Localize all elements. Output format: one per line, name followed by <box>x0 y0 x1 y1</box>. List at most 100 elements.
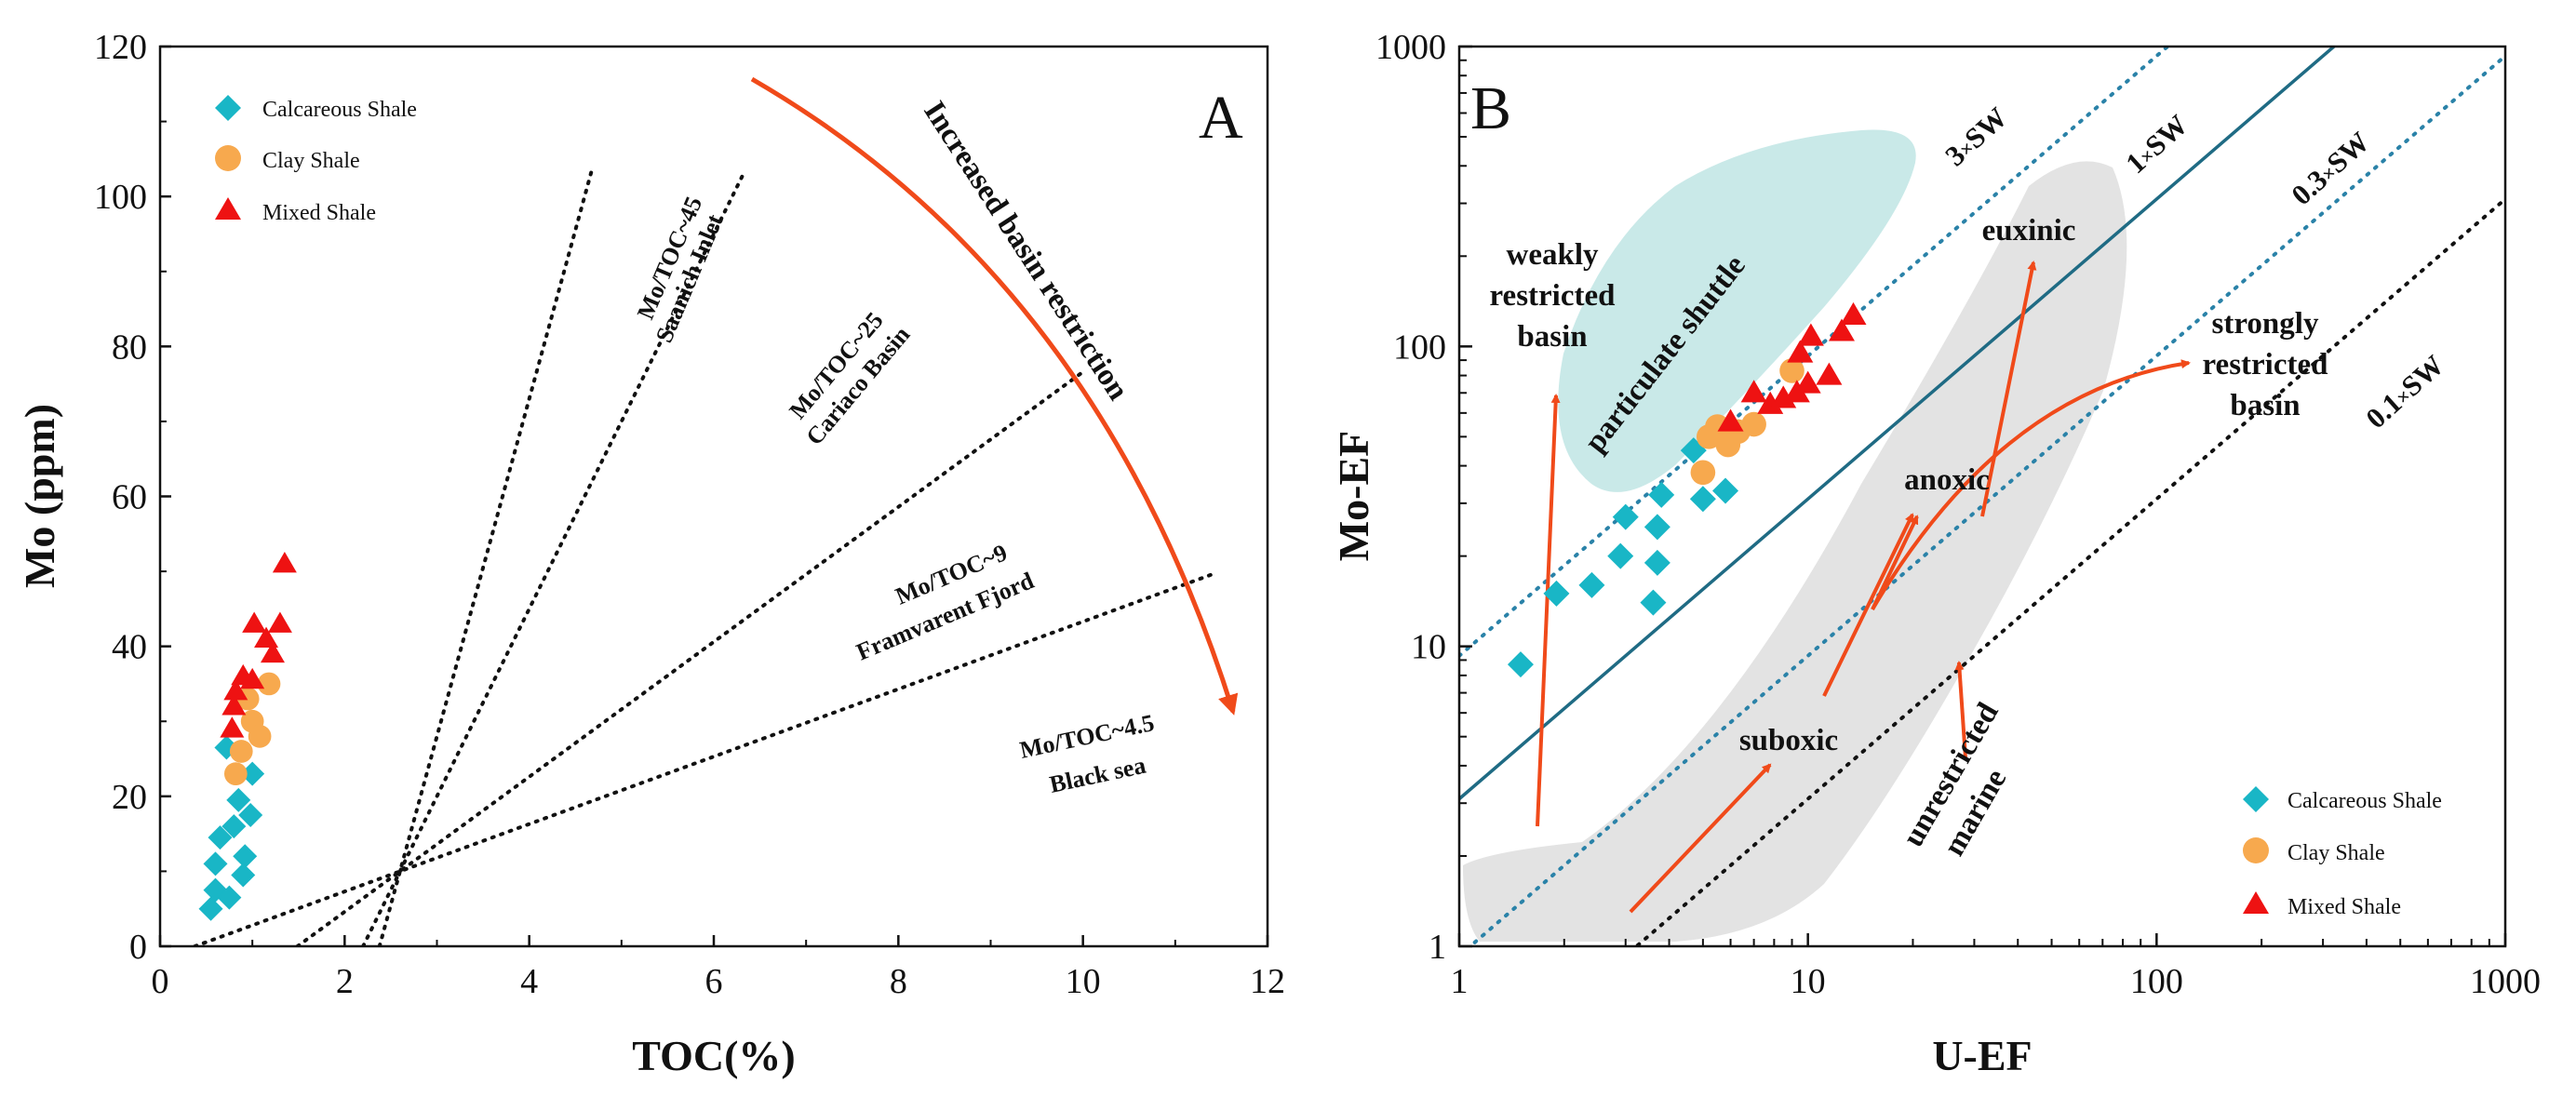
b-legend: Calcareous Shale Clay Shale Mixed Shale <box>2243 786 2442 919</box>
a-point-triangle <box>254 626 279 648</box>
a-point-diamond <box>226 787 251 812</box>
a-y-tick-label: 120 <box>94 28 147 67</box>
a-restriction-arrow-label: Increased basin restriction <box>917 96 1134 407</box>
a-ref-line <box>361 170 746 946</box>
b-y-tick-label: 10 <box>1411 628 1446 667</box>
a-point-diamond <box>231 863 256 888</box>
panel-a: Increased basin restriction Mo/TOC~45 Sa… <box>16 28 1285 1079</box>
b-legend-label-calcareous: Calcareous Shale <box>2288 789 2442 813</box>
b-legend-label-clay: Clay Shale <box>2288 841 2385 865</box>
b-sw-line <box>1467 54 2505 946</box>
b-x-tick-label: 1 <box>1451 962 1469 1001</box>
b-point-diamond <box>1648 481 1675 508</box>
b-legend-label-mixed: Mixed Shale <box>2288 895 2401 919</box>
a-legend: Calcareous Shale Clay Shale Mixed Shale <box>215 95 417 225</box>
b-arrow-strongly <box>1871 359 2191 611</box>
b-sw-label-1: 1×SW <box>2119 108 2194 180</box>
a-panel-label: A <box>1199 84 1243 152</box>
b-point-diamond <box>1689 486 1716 513</box>
a-legend-triangle-icon <box>215 197 241 220</box>
a-point-diamond <box>221 814 247 839</box>
a-y-tick-label: 40 <box>112 628 147 667</box>
b-sw-label-0_1: 0.1×SW <box>2359 349 2449 435</box>
b-label-strongly-2: restricted <box>2203 348 2328 381</box>
b-label-weakly-3: basin <box>1517 320 1587 354</box>
b-panel-label: B <box>1470 74 1511 142</box>
b-point-triangle <box>1717 408 1744 432</box>
b-legend-diamond-icon <box>2243 786 2269 812</box>
b-point-diamond <box>1644 549 1670 576</box>
a-legend-label-calcareous: Calcareous Shale <box>262 98 417 122</box>
b-sw-label-0_3: 0.3×SW <box>2285 126 2375 212</box>
a-ref-line <box>193 572 1214 946</box>
b-point-circle <box>1779 358 1805 383</box>
b-particulate-shuttle-field <box>1558 129 1916 492</box>
b-point-circle <box>1741 411 1766 437</box>
b-ticks: 1 10 100 1000 1 10 100 1000 <box>1375 28 2541 1001</box>
b-arrow-euxinic <box>1980 261 2037 517</box>
a-x-tick-label: 12 <box>1250 962 1285 1001</box>
b-label-suboxic: suboxic <box>1739 724 1838 757</box>
b-data-points <box>1507 301 1867 678</box>
a-x-tick-label: 2 <box>336 962 354 1001</box>
b-x-tick-label: 10 <box>1791 962 1826 1001</box>
b-arrow-suboxic-low <box>1629 763 1772 914</box>
a-point-circle <box>248 725 272 748</box>
b-point-diamond <box>1578 571 1605 598</box>
b-point-diamond <box>1644 514 1670 541</box>
b-point-diamond <box>1607 542 1634 569</box>
a-y-tick-label: 100 <box>94 178 147 217</box>
b-y-tick-label: 100 <box>1393 328 1446 367</box>
a-point-diamond <box>208 825 233 850</box>
b-x-tick-label: 1000 <box>2470 962 2541 1001</box>
b-label-euxinic: euxinic <box>1982 214 2076 247</box>
a-point-triangle <box>242 611 267 633</box>
b-point-triangle <box>1840 301 1867 325</box>
b-gray-field <box>1463 161 2127 943</box>
a-reference-lines <box>193 170 1214 946</box>
a-legend-circle-icon <box>215 145 241 171</box>
a-ref-line <box>295 369 1085 946</box>
b-point-diamond <box>1640 589 1667 616</box>
a-point-diamond <box>238 802 263 827</box>
b-arrows <box>1536 261 2191 914</box>
a-y-tick-label: 80 <box>112 328 147 367</box>
b-y-tick-label: 1 <box>1429 928 1446 967</box>
a-point-triangle <box>267 611 292 633</box>
b-point-triangle <box>1828 318 1855 341</box>
b-plot-frame <box>1457 45 2507 948</box>
a-point-diamond <box>198 896 223 921</box>
a-point-triangle <box>221 694 247 716</box>
b-label-weakly-2: restricted <box>1490 279 1616 313</box>
b-point-circle <box>1705 414 1730 439</box>
b-y-tick-label: 1000 <box>1375 28 1446 67</box>
a-legend-label-clay: Clay Shale <box>262 149 360 173</box>
b-point-triangle <box>1797 323 1824 346</box>
b-arrow-suboxic-diag <box>1822 513 1914 697</box>
b-point-triangle <box>1787 340 1814 363</box>
b-point-triangle <box>1740 380 1767 403</box>
b-label-weakly-1: weakly <box>1507 238 1600 272</box>
b-point-circle <box>1690 460 1716 486</box>
b-sw-line <box>1633 196 2505 946</box>
a-point-triangle <box>220 716 245 738</box>
b-sw-line <box>1459 47 2337 800</box>
b-sw-label-3: 3×SW <box>1939 100 2013 172</box>
a-point-diamond <box>240 761 265 786</box>
b-x-axis-title: U-EF <box>1932 1032 2032 1079</box>
b-x-tick-label: 100 <box>2130 962 2183 1001</box>
a-x-axis-title: TOC(%) <box>632 1032 796 1079</box>
a-restriction-arrow <box>750 76 1239 716</box>
a-ref-line <box>377 170 594 946</box>
a-point-triangle <box>260 641 285 663</box>
a-point-diamond <box>233 844 258 869</box>
a-y-tick-label: 20 <box>112 778 147 817</box>
a-x-tick-label: 6 <box>705 962 723 1001</box>
a-point-circle <box>229 740 253 763</box>
a-x-tick-label: 10 <box>1066 962 1101 1001</box>
panel-b: 3×SW 1×SW 0.3×SW 0.1×SW weakly restricte… <box>1330 28 2541 1079</box>
b-y-axis-title: Mo-EF <box>1330 431 1377 562</box>
a-point-circle <box>223 762 248 786</box>
b-point-diamond <box>1507 651 1534 678</box>
